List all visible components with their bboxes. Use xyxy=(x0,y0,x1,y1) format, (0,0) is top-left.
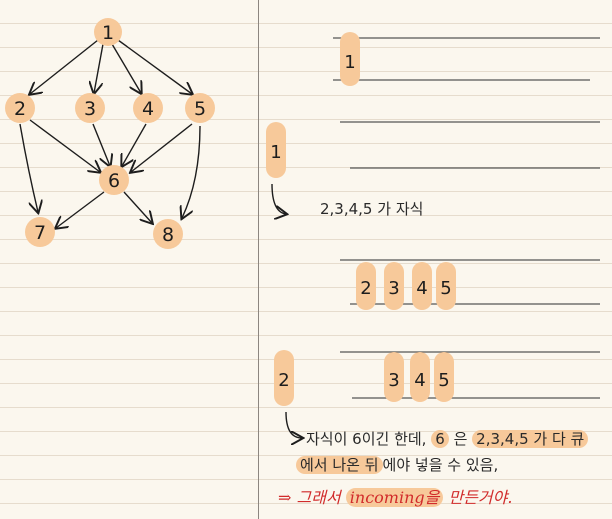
conclusion-so: 그래서 xyxy=(296,488,341,507)
edge-5-6 xyxy=(131,123,193,172)
edge-1-3 xyxy=(94,43,104,93)
queue-2: 2 3 4 5 xyxy=(340,259,600,310)
children-note: 2,3,4,5 가 자식 xyxy=(320,200,424,218)
queue-1: 1 xyxy=(333,32,600,86)
queue-2-item: 3 xyxy=(388,278,399,299)
graph-edges xyxy=(19,39,201,228)
node-1: 1 xyxy=(94,18,122,46)
step-1-node: 1 xyxy=(270,142,281,163)
edge-5-8 xyxy=(182,125,201,218)
queue-3: 2 3 4 5 xyxy=(274,350,600,438)
node-6: 6 xyxy=(99,165,129,195)
edge-4-6 xyxy=(122,123,147,166)
highlight-six: 6 xyxy=(431,430,449,448)
svg-text:5: 5 xyxy=(194,98,206,120)
edge-2-6 xyxy=(29,119,100,172)
highlight-incoming: incoming을 xyxy=(345,488,444,507)
queue-3-item: 5 xyxy=(438,370,449,391)
graph-nodes: 1 2 3 4 5 6 7 8 xyxy=(5,18,215,249)
node-3: 3 xyxy=(75,93,105,123)
svg-text:2: 2 xyxy=(14,98,26,120)
svg-text:8: 8 xyxy=(162,224,174,246)
svg-text:3: 3 xyxy=(84,98,96,120)
edge-3-6 xyxy=(92,123,110,166)
explanation-prefix: 자식이 6이긴 한데, xyxy=(306,430,427,448)
node-4: 4 xyxy=(133,93,163,123)
conclusion-end: 만든거야. xyxy=(448,488,513,507)
svg-text:1: 1 xyxy=(102,22,114,44)
step-2-node: 2 xyxy=(278,370,289,391)
page-divider xyxy=(258,0,259,519)
queue-2-item: 4 xyxy=(416,278,427,299)
queue-3-item: 3 xyxy=(388,370,399,391)
queue-1-item: 1 xyxy=(344,52,355,73)
node-5: 5 xyxy=(185,93,215,123)
node-7: 7 xyxy=(25,217,55,247)
explanation-line-1: 자식이 6이긴 한데, 6 은 2,3,4,5 가 다 큐 xyxy=(306,428,589,449)
step-1: 1 xyxy=(266,121,600,214)
edge-6-8 xyxy=(123,191,152,223)
svg-text:7: 7 xyxy=(34,222,46,244)
highlight-dequeued: 에서 나온 뒤 xyxy=(296,456,383,474)
node-2: 2 xyxy=(5,93,35,123)
explanation-line-2: 에서 나온 뒤 에야 넣을 수 있음, xyxy=(296,454,498,475)
node-8: 8 xyxy=(153,219,183,249)
edge-2-7 xyxy=(19,123,38,212)
queue-2-item: 5 xyxy=(440,278,451,299)
edge-1-5 xyxy=(117,39,192,94)
queue-2-item: 2 xyxy=(360,278,371,299)
queue-3-item: 4 xyxy=(414,370,425,391)
svg-text:6: 6 xyxy=(108,170,120,192)
highlight-list: 2,3,4,5 가 다 큐 xyxy=(472,430,589,448)
explanation-rest: 에야 넣을 수 있음, xyxy=(382,456,499,474)
explanation-eun: 은 xyxy=(453,430,468,448)
edge-6-7 xyxy=(56,191,105,228)
edge-1-2 xyxy=(30,39,99,94)
conclusion-line: ⇒ 그래서 incoming을 만든거야. xyxy=(278,484,512,508)
edge-1-4 xyxy=(111,43,141,93)
svg-text:4: 4 xyxy=(142,98,154,120)
conclusion-arrow: ⇒ xyxy=(278,488,292,507)
